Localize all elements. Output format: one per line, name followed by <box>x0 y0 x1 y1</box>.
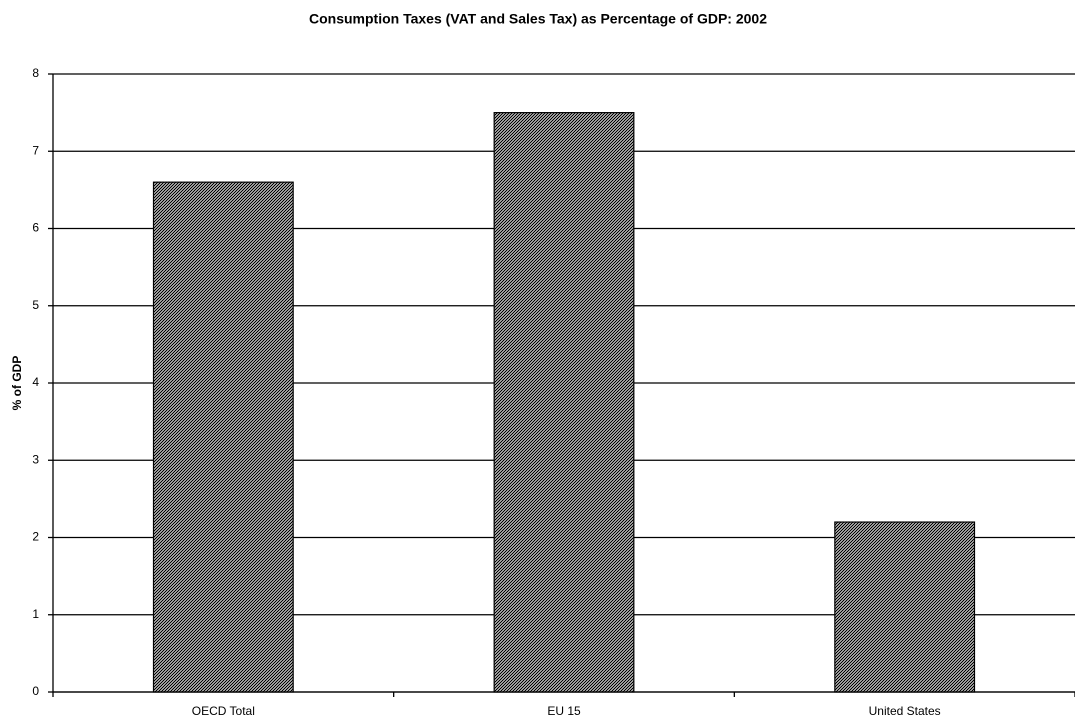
y-tick-label: 6 <box>32 221 39 235</box>
y-tick-label: 1 <box>32 607 39 621</box>
x-tick-label: United States <box>869 704 941 718</box>
y-tick-label: 7 <box>32 143 39 157</box>
y-axis-label: % of GDP <box>10 356 24 411</box>
bar <box>834 521 976 693</box>
y-tick-label: 3 <box>32 452 39 466</box>
x-tick-label: OECD Total <box>192 704 255 718</box>
bar <box>493 112 635 693</box>
bar <box>152 181 294 693</box>
y-tick-label: 5 <box>32 298 39 312</box>
chart-title: Consumption Taxes (VAT and Sales Tax) as… <box>309 11 767 27</box>
y-tick-label: 4 <box>32 375 39 389</box>
x-tick-label: EU 15 <box>547 704 581 718</box>
y-tick-label: 2 <box>32 530 39 544</box>
y-tick-label: 0 <box>32 684 39 698</box>
y-tick-label: 8 <box>32 66 39 80</box>
